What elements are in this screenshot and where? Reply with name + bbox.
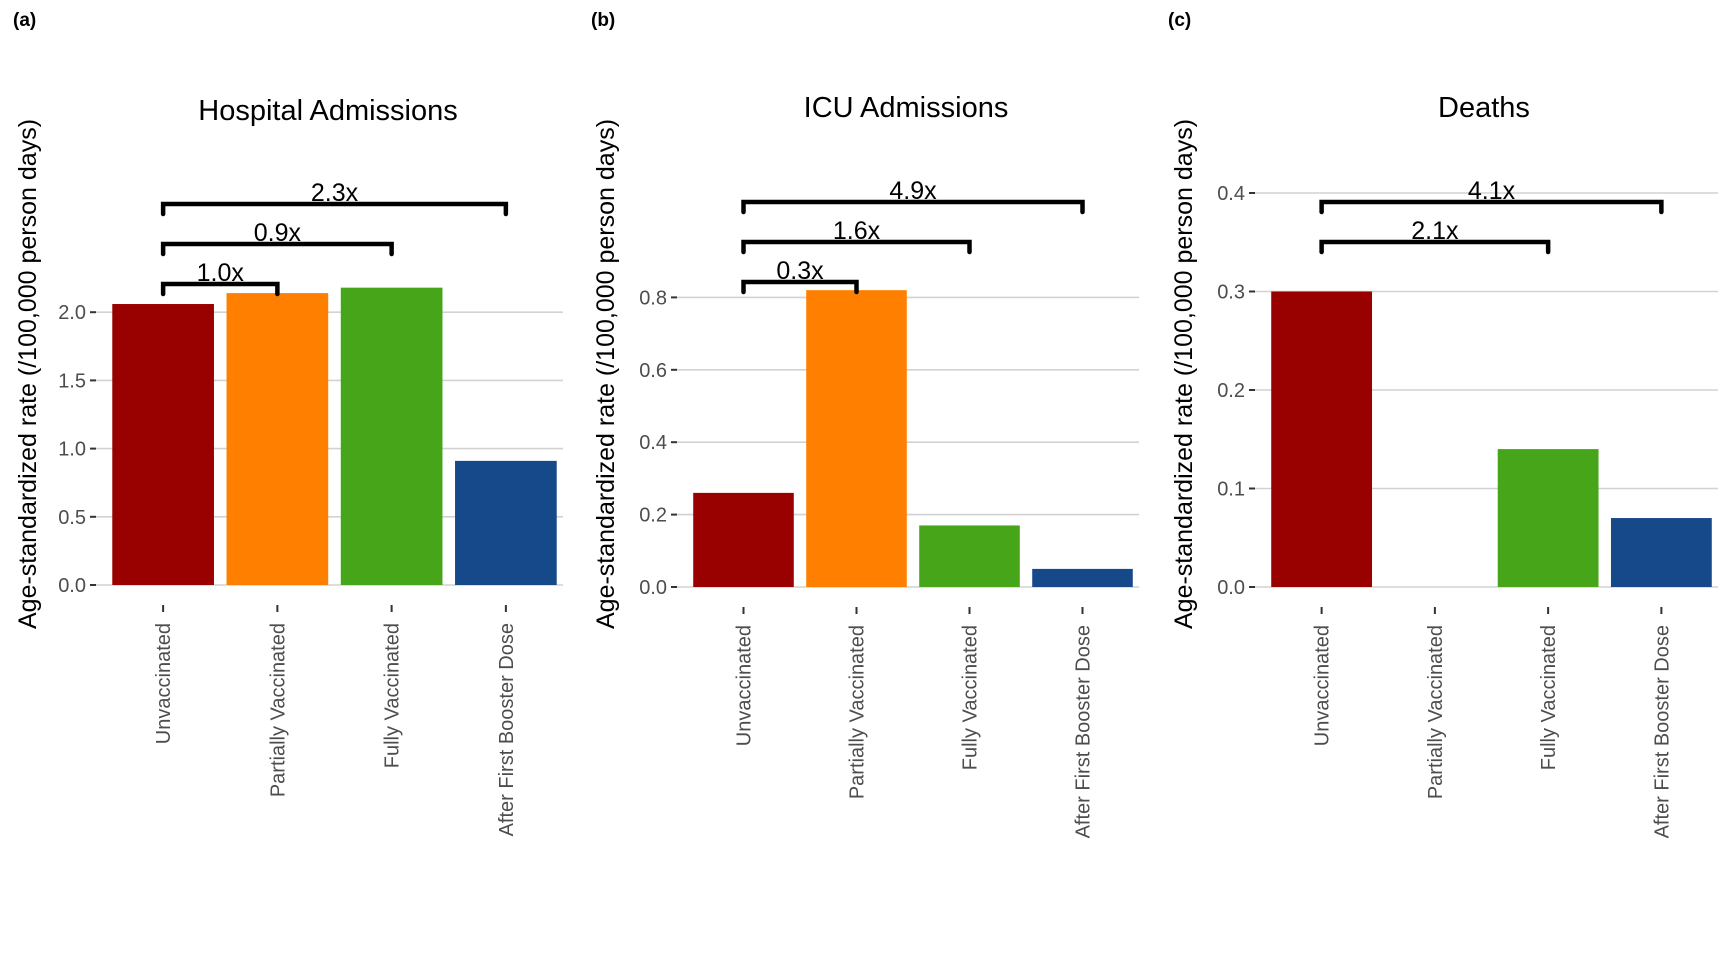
x-axis-ticks: Unvaccinated Partially Vaccinated Fully Va… bbox=[1312, 607, 1673, 838]
x-tick-label: Partially Vaccinated bbox=[1425, 625, 1447, 799]
y-tick-label: 2.0 bbox=[58, 302, 86, 324]
panel-label: (c) bbox=[1168, 10, 1191, 31]
panel-label: (b) bbox=[591, 10, 615, 31]
x-tick-label: Unvaccinated bbox=[734, 625, 756, 746]
panel-icu-admissions: (b) ICU Admissions Age-standardized rate… bbox=[591, 10, 1139, 838]
bar-fully-vaccinated bbox=[340, 287, 443, 585]
bars bbox=[1271, 291, 1712, 587]
comparison-bracket bbox=[741, 279, 859, 295]
comparison-bracket bbox=[160, 281, 280, 297]
x-tick-label: Unvaccinated bbox=[153, 623, 175, 744]
comparison-bracket bbox=[1319, 239, 1551, 255]
comparison-bracket bbox=[741, 199, 1085, 215]
x-axis-ticks: Unvaccinated Partially Vaccinated Fully Va… bbox=[153, 605, 518, 836]
bar-fully-vaccinated bbox=[919, 525, 1020, 587]
x-tick-label: Fully Vaccinated bbox=[1538, 625, 1560, 770]
bars bbox=[693, 290, 1133, 587]
comparison-label: 2.3x bbox=[311, 179, 359, 207]
y-axis-ticks: 0.0 0.1 0.2 0.3 0.4 bbox=[1217, 183, 1255, 599]
comparison-label: 1.6x bbox=[833, 217, 881, 245]
comparison-bracket bbox=[160, 241, 394, 257]
y-axis-ticks: 0.0 0.5 1.0 1.5 2.0 bbox=[58, 302, 96, 597]
y-axis-ticks: 0.0 0.2 0.4 0.6 0.8 bbox=[639, 287, 677, 599]
y-tick-label: 0.4 bbox=[1217, 183, 1245, 205]
panel-hospital-admissions: (a) Hospital Admissions Age-standardized… bbox=[13, 10, 563, 836]
bar-after-first-booster-dose bbox=[1610, 518, 1712, 587]
y-tick-label: 0.0 bbox=[58, 575, 86, 597]
comparison-label: 4.1x bbox=[1468, 177, 1516, 205]
x-tick-label: After First Booster Dose bbox=[1651, 625, 1673, 838]
bar-unvaccinated bbox=[693, 492, 794, 587]
chart-title: Hospital Admissions bbox=[198, 95, 458, 127]
y-axis-label: Age-standardized rate (/100,000 person d… bbox=[1170, 119, 1198, 629]
bar-partially-vaccinated bbox=[806, 290, 907, 587]
chart-title: ICU Admissions bbox=[804, 92, 1009, 124]
comparison-brackets: 4.9x 1.6x 0.3x bbox=[741, 177, 1085, 295]
x-tick-label: Fully Vaccinated bbox=[382, 623, 404, 768]
y-tick-label: 0.2 bbox=[639, 505, 667, 527]
comparison-brackets: 4.1x 2.1x bbox=[1319, 177, 1664, 255]
comparison-label: 2.1x bbox=[1411, 217, 1459, 245]
y-tick-label: 0.5 bbox=[58, 507, 86, 529]
comparison-label: 4.9x bbox=[889, 177, 937, 205]
comparison-bracket bbox=[1319, 199, 1664, 215]
y-tick-label: 1.5 bbox=[58, 370, 86, 392]
x-tick-label: After First Booster Dose bbox=[496, 623, 518, 836]
y-tick-label: 0.8 bbox=[639, 287, 667, 309]
y-tick-label: 0.6 bbox=[639, 360, 667, 382]
comparison-label: 1.0x bbox=[197, 259, 245, 287]
bars bbox=[112, 287, 557, 585]
bar-unvaccinated bbox=[1271, 291, 1373, 587]
y-tick-label: 0.1 bbox=[1217, 479, 1245, 501]
comparison-bracket bbox=[160, 201, 509, 217]
bar-fully-vaccinated bbox=[1497, 449, 1599, 587]
y-axis-label: Age-standardized rate (/100,000 person d… bbox=[592, 119, 620, 629]
y-tick-label: 0.0 bbox=[639, 577, 667, 599]
panel-label: (a) bbox=[13, 10, 36, 31]
y-tick-label: 1.0 bbox=[58, 439, 86, 461]
bar-partially-vaccinated bbox=[226, 293, 329, 585]
y-tick-label: 0.0 bbox=[1217, 577, 1245, 599]
bar-unvaccinated bbox=[112, 304, 214, 585]
comparison-label: 0.3x bbox=[776, 257, 824, 285]
comparison-brackets: 2.3x 0.9x 1.0x bbox=[160, 179, 509, 297]
y-tick-label: 0.3 bbox=[1217, 282, 1245, 304]
comparison-bracket bbox=[741, 239, 972, 255]
comparison-label: 0.9x bbox=[254, 219, 302, 247]
bar-after-first-booster-dose bbox=[455, 460, 557, 585]
x-tick-label: Fully Vaccinated bbox=[960, 625, 982, 770]
x-tick-label: Partially Vaccinated bbox=[847, 625, 869, 799]
x-tick-label: Partially Vaccinated bbox=[267, 623, 289, 797]
panel-deaths: (c) Deaths Age-standardized rate (/100,0… bbox=[1168, 10, 1718, 838]
bar-after-first-booster-dose bbox=[1032, 568, 1133, 587]
x-tick-label: Unvaccinated bbox=[1312, 625, 1334, 746]
x-tick-label: After First Booster Dose bbox=[1073, 625, 1095, 838]
y-axis-label: Age-standardized rate (/100,000 person d… bbox=[14, 119, 42, 629]
y-tick-label: 0.4 bbox=[639, 432, 667, 454]
x-axis-ticks: Unvaccinated Partially Vaccinated Fully Va… bbox=[734, 607, 1095, 838]
y-tick-label: 0.2 bbox=[1217, 380, 1245, 402]
chart-title: Deaths bbox=[1438, 92, 1530, 124]
